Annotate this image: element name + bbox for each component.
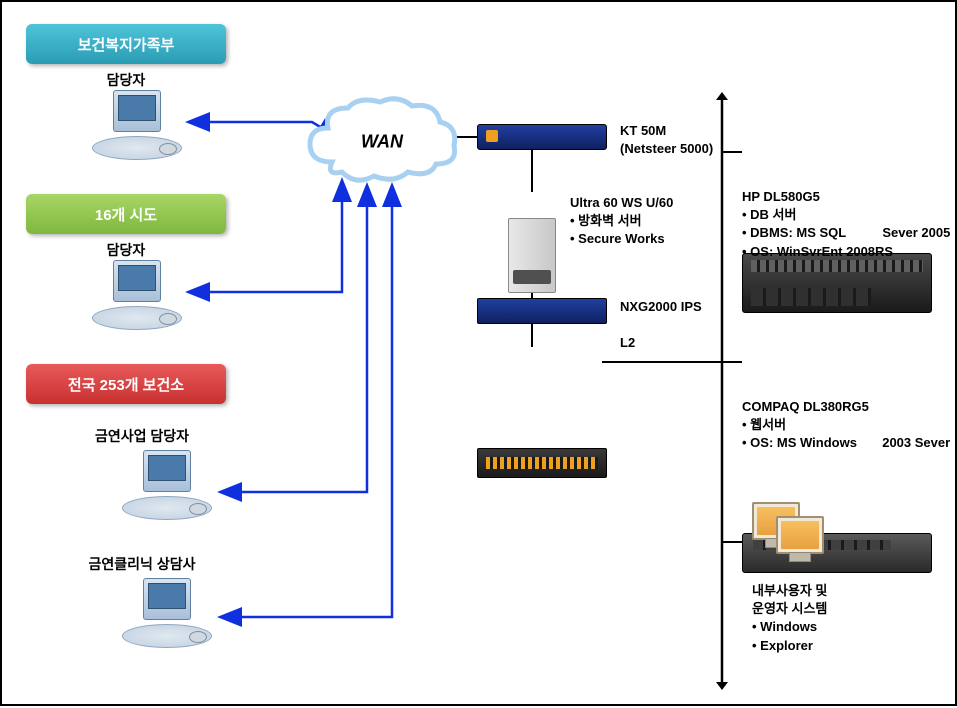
- pc-icon-4: [122, 578, 212, 648]
- monitor-pair-icon: [752, 502, 842, 572]
- user1-label: 담당자: [26, 70, 226, 90]
- db-server-title: HP DL580G5: [742, 188, 950, 206]
- wan-label: WAN: [361, 132, 403, 153]
- firewall-label: Ultra 60 WS U/60 방화벽 서버 Secure Works: [570, 194, 673, 249]
- pc-icon-2: [92, 260, 182, 330]
- switch-label: L2: [620, 334, 635, 352]
- badge-health: 보건복지가족부: [26, 24, 226, 64]
- pc-icon-3: [122, 450, 212, 520]
- db-server-label: HP DL580G5 DB 서버 DBMS: MS SQL Sever 2005…: [742, 188, 950, 261]
- badge-clinic: 전국 253개 보건소: [26, 364, 226, 404]
- diagram-canvas: 보건복지가족부 담당자 16개 시도 담당자 전국 253개 보건소 금연사업 …: [0, 0, 957, 706]
- internal-title: 내부사용자 및 운영자 시스템: [752, 582, 827, 618]
- badge-clinic-label: 전국 253개 보건소: [68, 374, 184, 395]
- firewall-items: 방화벽 서버 Secure Works: [570, 212, 673, 248]
- badge-health-label: 보건복지가족부: [78, 34, 175, 55]
- pc-icon-1: [92, 90, 182, 160]
- web-server-title: COMPAQ DL380RG5: [742, 398, 950, 416]
- badge-sido: 16개 시도: [26, 194, 226, 234]
- switch-icon: [477, 448, 607, 478]
- user3-label: 금연사업 담당자: [42, 426, 242, 446]
- firewall-title: Ultra 60 WS U/60: [570, 194, 673, 212]
- router-icon: [477, 124, 607, 150]
- badge-sido-label: 16개 시도: [95, 204, 157, 225]
- web-server-items: 웹서버 OS: MS Windows 2003 Sever: [742, 416, 950, 452]
- router-title: KT 50M: [620, 122, 713, 140]
- user4-label: 금연클리닉 상담사: [42, 554, 242, 574]
- internal-label: 내부사용자 및 운영자 시스템 Windows Explorer: [752, 582, 827, 655]
- router-sub: (Netsteer 5000): [620, 140, 713, 158]
- web-server-label: COMPAQ DL380RG5 웹서버 OS: MS Windows 2003 …: [742, 398, 950, 453]
- db-server-items: DB 서버 DBMS: MS SQL Sever 2005 OS: WinSvr…: [742, 206, 950, 261]
- wan-cloud: WAN: [302, 92, 462, 192]
- user2-label: 담당자: [26, 240, 226, 260]
- firewall-icon: [508, 218, 556, 293]
- router-label: KT 50M (Netsteer 5000): [620, 122, 713, 158]
- db-server-icon: [742, 253, 932, 313]
- internal-items: Windows Explorer: [752, 618, 827, 654]
- ips-icon: [477, 298, 607, 324]
- ips-label: NXG2000 IPS: [620, 298, 702, 316]
